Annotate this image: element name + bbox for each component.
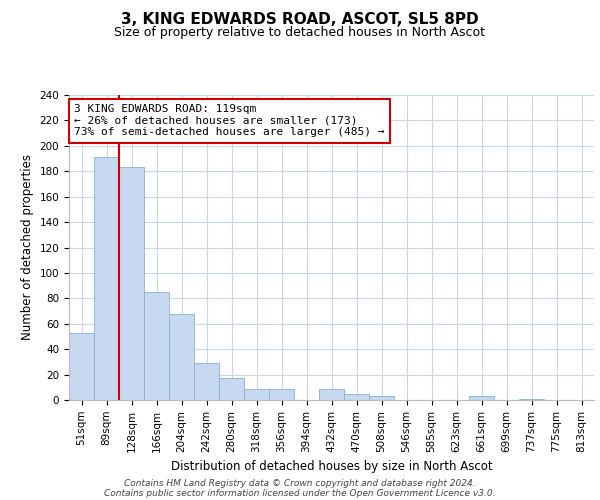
- Y-axis label: Number of detached properties: Number of detached properties: [21, 154, 34, 340]
- Text: 3, KING EDWARDS ROAD, ASCOT, SL5 8PD: 3, KING EDWARDS ROAD, ASCOT, SL5 8PD: [121, 12, 479, 28]
- Bar: [469, 396, 494, 400]
- X-axis label: Distribution of detached houses by size in North Ascot: Distribution of detached houses by size …: [170, 460, 493, 473]
- Bar: [119, 168, 144, 400]
- Bar: [319, 388, 344, 400]
- Bar: [519, 398, 544, 400]
- Bar: [269, 388, 294, 400]
- Text: 3 KING EDWARDS ROAD: 119sqm
← 26% of detached houses are smaller (173)
73% of se: 3 KING EDWARDS ROAD: 119sqm ← 26% of det…: [74, 104, 385, 138]
- Bar: [94, 158, 119, 400]
- Bar: [69, 332, 94, 400]
- Text: Contains public sector information licensed under the Open Government Licence v3: Contains public sector information licen…: [104, 488, 496, 498]
- Bar: [194, 363, 219, 400]
- Bar: [219, 378, 244, 400]
- Bar: [144, 292, 169, 400]
- Bar: [344, 394, 369, 400]
- Bar: [369, 396, 394, 400]
- Bar: [244, 388, 269, 400]
- Bar: [169, 314, 194, 400]
- Text: Contains HM Land Registry data © Crown copyright and database right 2024.: Contains HM Land Registry data © Crown c…: [124, 478, 476, 488]
- Text: Size of property relative to detached houses in North Ascot: Size of property relative to detached ho…: [115, 26, 485, 39]
